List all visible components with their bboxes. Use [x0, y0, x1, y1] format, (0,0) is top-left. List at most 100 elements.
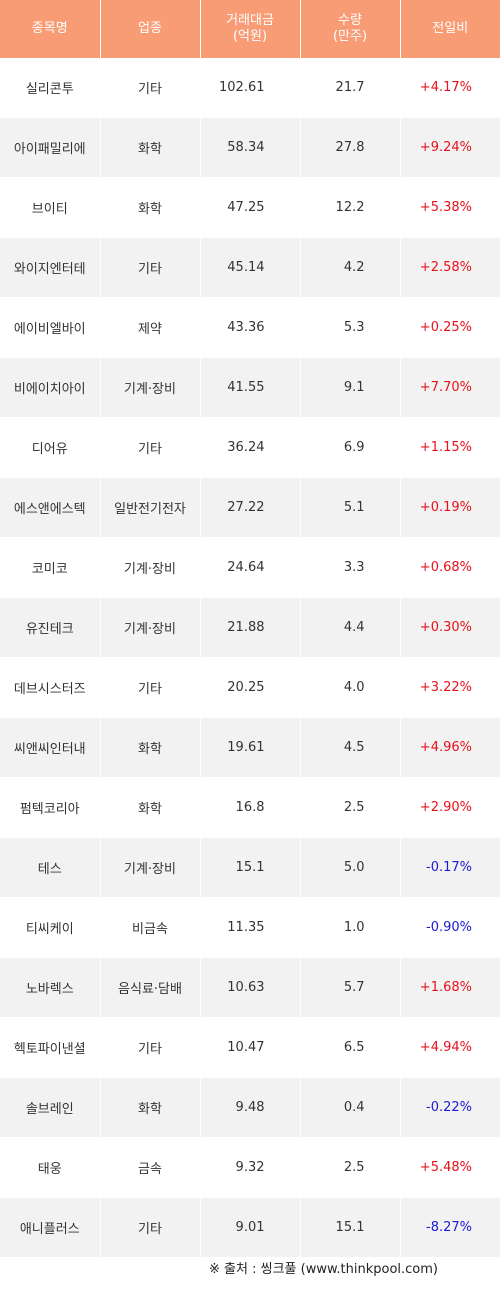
header-sector-label: 업종 [138, 21, 162, 36]
trade-amount-cell: 10.47 [200, 1017, 301, 1078]
table-row: 실리콘투 기타 102.61 21.7 +4.17% [0, 58, 500, 118]
volume-cell: 15.1 [300, 1197, 401, 1258]
table-row: 에스앤에스텍 일반전기전자 27.22 5.1 +0.19% [0, 477, 500, 538]
header-volume: 수량 (만주) [300, 0, 401, 58]
trade-amount-cell: 19.61 [200, 717, 301, 778]
volume-cell: 4.0 [300, 657, 401, 718]
volume-cell: 6.9 [300, 417, 401, 478]
stock-name-cell: 애니플러스 [0, 1197, 101, 1258]
sector-cell: 음식료·담배 [100, 957, 201, 1018]
table-row: 데브시스터즈 기타 20.25 4.0 +3.22% [0, 657, 500, 718]
change-cell: +4.96% [400, 717, 500, 778]
stock-name-cell: 비에이치아이 [0, 357, 101, 418]
change-cell: +7.70% [400, 357, 500, 418]
volume-cell: 1.0 [300, 897, 401, 958]
trade-amount-cell: 41.55 [200, 357, 301, 418]
volume-cell: 0.4 [300, 1077, 401, 1138]
volume-cell: 21.7 [300, 58, 401, 118]
change-cell: +1.15% [400, 417, 500, 478]
source-text: ※ 출처 : 씽크풀 (www.thinkpool.com) [209, 1262, 438, 1277]
change-cell: +0.25% [400, 297, 500, 358]
change-cell: +2.58% [400, 237, 500, 298]
volume-cell: 9.1 [300, 357, 401, 418]
table-row: 노바렉스 음식료·담배 10.63 5.7 +1.68% [0, 957, 500, 1018]
table-row: 태웅 금속 9.32 2.5 +5.48% [0, 1137, 500, 1198]
change-cell: +2.90% [400, 777, 500, 838]
table-row: 테스 기계·장비 15.1 5.0 -0.17% [0, 837, 500, 898]
stock-name-cell: 와이지엔터테 [0, 237, 101, 298]
stock-name-cell: 아이패밀리에 [0, 117, 101, 178]
table-row: 와이지엔터테 기타 45.14 4.2 +2.58% [0, 237, 500, 298]
header-amount-label: 거래대금 [226, 13, 274, 28]
trade-amount-cell: 36.24 [200, 417, 301, 478]
table-row: 유진테크 기계·장비 21.88 4.4 +0.30% [0, 597, 500, 658]
stock-name-cell: 디어유 [0, 417, 101, 478]
change-cell: +0.30% [400, 597, 500, 658]
sector-cell: 화학 [100, 717, 201, 778]
trade-amount-cell: 9.01 [200, 1197, 301, 1258]
stock-name-cell: 코미코 [0, 537, 101, 598]
sector-cell: 기타 [100, 657, 201, 718]
trade-amount-cell: 16.8 [200, 777, 301, 838]
header-volume-label: 수량 [338, 13, 362, 28]
sector-cell: 화학 [100, 117, 201, 178]
stock-name-cell: 브이티 [0, 177, 101, 238]
trade-amount-cell: 15.1 [200, 837, 301, 898]
stock-table: 종목명 업종 거래대금 (억원) 수량 (만주) 전일비 실리콘투 기타 102.61 2… [0, 0, 500, 1258]
change-cell: +9.24% [400, 117, 500, 178]
stock-name-cell: 솔브레인 [0, 1077, 101, 1138]
volume-cell: 12.2 [300, 177, 401, 238]
trade-amount-cell: 11.35 [200, 897, 301, 958]
stock-name-cell: 노바렉스 [0, 957, 101, 1018]
volume-cell: 4.4 [300, 597, 401, 658]
header-name: 종목명 [0, 0, 101, 58]
stock-name-cell: 태웅 [0, 1137, 101, 1198]
trade-amount-cell: 58.34 [200, 117, 301, 178]
volume-cell: 3.3 [300, 537, 401, 598]
sector-cell: 화학 [100, 177, 201, 238]
header-row: 종목명 업종 거래대금 (억원) 수량 (만주) 전일비 [0, 0, 500, 58]
table-row: 브이티 화학 47.25 12.2 +5.38% [0, 177, 500, 238]
trade-amount-cell: 27.22 [200, 477, 301, 538]
stock-name-cell: 테스 [0, 837, 101, 898]
header-volume-unit: (만주) [332, 29, 368, 44]
stock-name-cell: 헥토파이낸셜 [0, 1017, 101, 1078]
change-cell: +5.48% [400, 1137, 500, 1198]
sector-cell: 기계·장비 [100, 357, 201, 418]
trade-amount-cell: 45.14 [200, 237, 301, 298]
table-row: 애니플러스 기타 9.01 15.1 -8.27% [0, 1197, 500, 1258]
header-change: 전일비 [400, 0, 500, 58]
header-name-label: 종목명 [31, 21, 68, 36]
volume-cell: 2.5 [300, 777, 401, 838]
sector-cell: 기타 [100, 237, 201, 298]
stock-name-cell: 티씨케이 [0, 897, 101, 958]
stock-name-cell: 유진테크 [0, 597, 101, 658]
trade-amount-cell: 102.61 [200, 58, 301, 118]
table-header: 종목명 업종 거래대금 (억원) 수량 (만주) 전일비 [0, 0, 500, 58]
volume-cell: 5.3 [300, 297, 401, 358]
sector-cell: 기타 [100, 417, 201, 478]
change-cell: +4.94% [400, 1017, 500, 1078]
sector-cell: 기타 [100, 1197, 201, 1258]
header-amount: 거래대금 (억원) [200, 0, 301, 58]
sector-cell: 제약 [100, 297, 201, 358]
header-sector: 업종 [100, 0, 201, 58]
trade-amount-cell: 43.36 [200, 297, 301, 358]
volume-cell: 5.7 [300, 957, 401, 1018]
table-row: 디어유 기타 36.24 6.9 +1.15% [0, 417, 500, 478]
change-cell: -8.27% [400, 1197, 500, 1258]
sector-cell: 화학 [100, 1077, 201, 1138]
change-cell: -0.90% [400, 897, 500, 958]
stock-name-cell: 에스앤에스텍 [0, 477, 101, 538]
stock-name-cell: 에이비엘바이 [0, 297, 101, 358]
stock-name-cell: 펌텍코리아 [0, 777, 101, 838]
stock-name-cell: 데브시스터즈 [0, 657, 101, 718]
table-body: 실리콘투 기타 102.61 21.7 +4.17% 아이패밀리에 화학 58.34 27.8 +… [0, 58, 500, 1258]
table-row: 코미코 기계·장비 24.64 3.3 +0.68% [0, 537, 500, 598]
change-cell: -0.17% [400, 837, 500, 898]
sector-cell: 일반전기전자 [100, 477, 201, 538]
table-row: 에이비엘바이 제약 43.36 5.3 +0.25% [0, 297, 500, 358]
table-row: 아이패밀리에 화학 58.34 27.8 +9.24% [0, 117, 500, 178]
trade-amount-cell: 20.25 [200, 657, 301, 718]
